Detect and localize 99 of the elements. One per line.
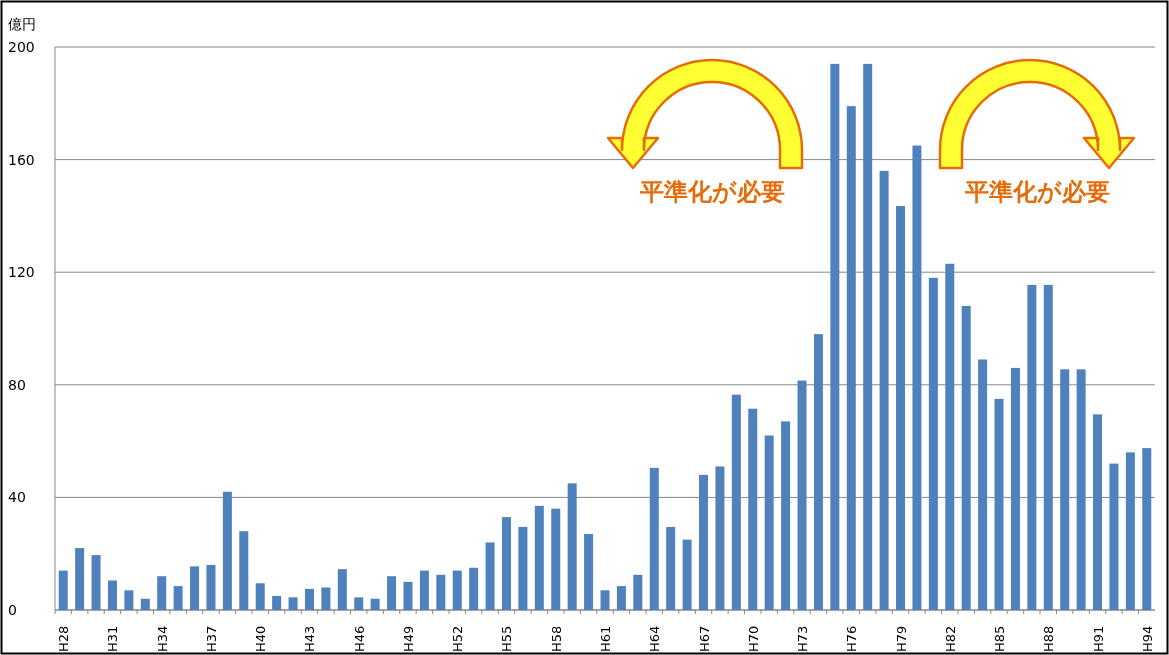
bar — [222, 491, 232, 610]
bar — [863, 63, 873, 610]
x-tick-label: H70 — [745, 625, 761, 652]
bar — [173, 586, 183, 610]
bar — [255, 583, 265, 610]
annotation: 平準化が必要 — [638, 178, 785, 206]
bar — [469, 567, 479, 610]
bar — [764, 435, 774, 610]
bar — [436, 574, 446, 610]
bar — [633, 574, 643, 610]
x-tick-label: H88 — [1041, 625, 1057, 652]
x-tick-label: H82 — [942, 625, 958, 652]
bar — [781, 421, 791, 610]
x-tick-label: H40 — [253, 625, 269, 652]
x-tick-label: H61 — [598, 625, 613, 652]
y-tick-label: 160 — [8, 151, 35, 168]
bar — [304, 588, 314, 610]
bar — [961, 305, 971, 610]
x-tick-label: H73 — [795, 625, 811, 652]
y-tick-label: 200 — [8, 39, 35, 55]
bar — [107, 580, 117, 610]
bar — [370, 598, 380, 610]
bar — [994, 398, 1004, 610]
bar — [501, 517, 511, 610]
x-tick-label: H76 — [844, 625, 860, 652]
bar — [600, 590, 610, 610]
bar — [75, 548, 85, 610]
bar — [978, 359, 988, 610]
bar — [58, 570, 68, 610]
x-tick-label: H31 — [105, 625, 121, 652]
bar — [830, 63, 840, 610]
x-tick-label: H46 — [351, 625, 367, 652]
x-tick-label: H58 — [548, 625, 564, 652]
bar — [452, 570, 462, 610]
y-tick-label: 0 — [8, 602, 17, 618]
bar — [321, 587, 331, 610]
bar — [206, 564, 216, 610]
bar — [403, 581, 413, 610]
bar — [272, 595, 282, 610]
bar — [1109, 463, 1119, 610]
bar — [567, 483, 577, 610]
x-tick-label: H28 — [56, 625, 72, 652]
bar — [616, 586, 626, 610]
bar — [945, 263, 955, 610]
x-tick-label: H43 — [302, 625, 318, 652]
bar — [928, 277, 938, 610]
y-tick-label: 120 — [8, 264, 35, 281]
x-tick-label: H91 — [1090, 625, 1106, 652]
bar — [846, 106, 856, 610]
bar — [337, 569, 347, 610]
x-tick-label: H85 — [992, 625, 1008, 652]
bar — [140, 598, 150, 610]
annotation: 平準化が必要 — [963, 178, 1110, 206]
bar — [731, 394, 741, 610]
y-tick-label: 80 — [8, 376, 26, 393]
bar — [879, 170, 889, 610]
x-tick-label: H52 — [450, 625, 466, 652]
y-tick-label: 40 — [8, 489, 26, 506]
bar — [157, 576, 167, 610]
bar — [91, 555, 101, 610]
bar — [124, 590, 134, 610]
bar — [715, 466, 725, 610]
bar — [419, 570, 429, 610]
bar — [584, 534, 594, 610]
bar — [190, 566, 200, 610]
bar — [485, 542, 495, 610]
x-tick-label: H79 — [893, 625, 909, 652]
bar — [813, 334, 823, 610]
bar — [666, 526, 676, 610]
bar — [1060, 369, 1070, 610]
bar — [797, 380, 807, 610]
y-axis-title: 億円 — [8, 16, 36, 32]
x-tick-label: H94 — [1139, 625, 1155, 652]
bar — [682, 539, 692, 610]
bar — [1125, 452, 1135, 610]
bar — [649, 467, 659, 610]
bar — [239, 531, 249, 610]
bar — [896, 206, 906, 610]
bar — [912, 145, 922, 610]
bar — [534, 505, 544, 610]
bar — [1027, 284, 1037, 610]
bar — [288, 597, 298, 610]
bar — [1043, 284, 1053, 610]
bar — [387, 576, 397, 610]
bar — [748, 408, 758, 610]
bar — [1142, 448, 1152, 610]
bar — [1093, 414, 1103, 610]
bar — [699, 474, 709, 610]
bar — [551, 508, 561, 610]
x-tick-label: H55 — [499, 625, 515, 652]
x-tick-label: H49 — [400, 625, 416, 652]
bar — [1010, 367, 1020, 610]
x-tick-label: H34 — [154, 625, 170, 652]
bar — [518, 526, 528, 610]
x-tick-label: H67 — [696, 625, 712, 652]
x-tick-label: H37 — [203, 625, 219, 652]
bar — [354, 597, 364, 610]
x-tick-label: H64 — [647, 625, 663, 652]
bar — [1076, 369, 1086, 610]
